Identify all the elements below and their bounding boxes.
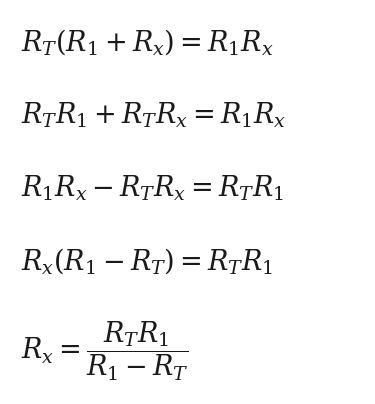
Text: $R_x(R_1 - R_T) = R_TR_1$: $R_x(R_1 - R_T) = R_TR_1$ <box>21 246 273 276</box>
Text: $R_TR_1 + R_TR_x = R_1R_x$: $R_TR_1 + R_TR_x = R_1R_x$ <box>21 100 286 130</box>
Text: $R_T(R_1 + R_x) = R_1R_x$: $R_T(R_1 + R_x) = R_1R_x$ <box>21 27 273 57</box>
Text: $R_1R_x - R_TR_x = R_TR_1$: $R_1R_x - R_TR_x = R_TR_1$ <box>21 173 284 203</box>
Text: $R_x = \dfrac{R_TR_1}{R_1 - R_T}$: $R_x = \dfrac{R_TR_1}{R_1 - R_T}$ <box>21 320 189 383</box>
